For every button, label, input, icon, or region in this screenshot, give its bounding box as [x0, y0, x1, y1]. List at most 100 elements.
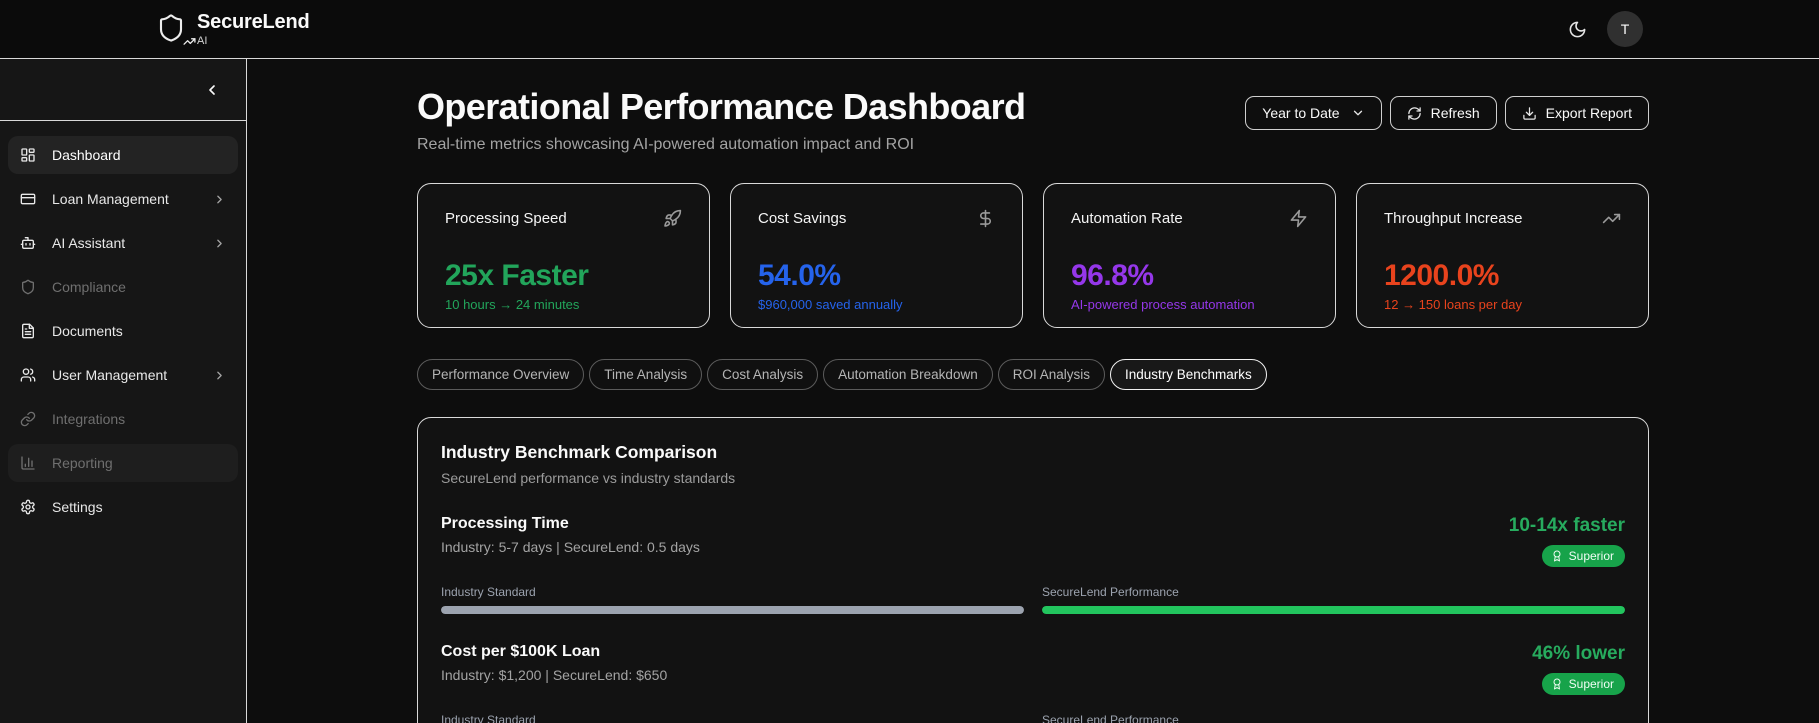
industry-bar-label: Industry Standard — [441, 713, 536, 723]
sidebar-item-dashboard[interactable]: Dashboard — [8, 136, 238, 174]
header-actions: Year to Date Refresh — [1245, 96, 1649, 130]
tab-industry-benchmarks[interactable]: Industry Benchmarks — [1110, 359, 1267, 390]
panel-subtitle: SecureLend performance vs industry stand… — [441, 470, 736, 486]
rocket-icon — [663, 209, 682, 228]
sidebar-item-label: Settings — [52, 499, 103, 515]
trending-up-icon — [1602, 209, 1621, 228]
card-subtext: $960,000 saved annually — [758, 297, 903, 312]
zap-icon — [1289, 209, 1308, 228]
securelend-bar-label: SecureLend Performance — [1042, 713, 1179, 723]
sidebar-collapse-button[interactable] — [200, 78, 224, 102]
brand-subtitle: AI — [197, 34, 208, 47]
sidebar-item-loan-management[interactable]: Loan Management — [8, 180, 238, 218]
user-avatar[interactable]: T — [1607, 11, 1643, 47]
page-title-block: Operational Performance Dashboard Real-t… — [417, 86, 1026, 154]
dollar-sign-icon — [976, 209, 995, 228]
refresh-icon — [1407, 106, 1422, 121]
tab-cost-analysis[interactable]: Cost Analysis — [707, 359, 819, 390]
sidebar-item-label: User Management — [52, 367, 168, 383]
sidebar-item-integrations[interactable]: Integrations — [8, 400, 238, 438]
metric-card-automation-rate: Automation Rate 96.8% AI-powered process… — [1043, 183, 1336, 328]
sidebar-item-label: Reporting — [52, 455, 113, 471]
shield-icon — [20, 279, 36, 295]
industry-bar — [441, 606, 1024, 614]
panel-title: Industry Benchmark Comparison — [441, 442, 718, 462]
page-subtitle: Real-time metrics showcasing AI-powered … — [417, 136, 915, 153]
sidebar-item-label: Loan Management — [52, 191, 169, 207]
theme-toggle-button[interactable] — [1564, 16, 1591, 43]
card-title: Throughput Increase — [1384, 210, 1523, 227]
sidebar-item-label: Compliance — [52, 279, 126, 295]
chevron-right-icon — [213, 193, 226, 206]
sidebar-item-compliance[interactable]: Compliance — [8, 268, 238, 306]
benchmark-row-processing-time: Processing Time Industry: 5-7 days | Sec… — [441, 515, 1625, 614]
benchmark-metric-detail: Industry: $1,200 | SecureLend: $650 — [441, 667, 668, 683]
card-value: 25x Faster — [445, 259, 589, 292]
chevron-right-icon — [213, 369, 226, 382]
sidebar-item-label: Integrations — [52, 411, 126, 427]
badge-label: Superior — [1568, 549, 1614, 563]
card-subtext: AI-powered process automation — [1071, 297, 1255, 312]
benchmark-metric-detail: Industry: 5-7 days | SecureLend: 0.5 day… — [441, 539, 700, 555]
sidebar-item-settings[interactable]: Settings — [8, 488, 238, 526]
metric-card-throughput-increase: Throughput Increase 1200.0% 12 → 150 loa… — [1356, 183, 1649, 328]
export-report-button[interactable]: Export Report — [1504, 96, 1649, 130]
bar-chart-icon — [20, 455, 36, 471]
moon-icon — [1568, 20, 1587, 39]
page-title: Operational Performance Dashboard — [417, 86, 1026, 127]
chevron-left-icon — [204, 82, 220, 98]
sidebar-item-label: Documents — [52, 323, 123, 339]
sidebar-header — [0, 59, 246, 121]
refresh-button[interactable]: Refresh — [1389, 96, 1497, 130]
industry-bar-group: Industry Standard — [441, 713, 1024, 723]
sidebar-item-label: AI Assistant — [52, 235, 126, 251]
sidebar-item-ai-assistant[interactable]: AI Assistant — [8, 224, 238, 262]
securelend-bar-group: SecureLend Performance — [1042, 713, 1625, 723]
securelend-bar-group: SecureLend Performance — [1042, 585, 1625, 614]
brand-name: SecureLend — [197, 10, 310, 33]
card-value: 54.0% — [758, 259, 841, 292]
chevron-down-icon — [1351, 106, 1365, 120]
file-text-icon — [20, 323, 36, 339]
period-select[interactable]: Year to Date — [1245, 96, 1382, 130]
tab-automation-breakdown[interactable]: Automation Breakdown — [823, 359, 993, 390]
period-select-value: Year to Date — [1262, 105, 1340, 121]
tab-time-analysis[interactable]: Time Analysis — [589, 359, 703, 390]
users-icon — [20, 367, 36, 383]
card-title: Automation Rate — [1071, 210, 1183, 227]
shield-logo-icon — [156, 12, 196, 46]
card-title: Processing Speed — [445, 210, 567, 227]
brand: SecureLend AI — [156, 10, 310, 47]
securelend-bar-label: SecureLend Performance — [1042, 585, 1179, 599]
tab-performance-overview[interactable]: Performance Overview — [417, 359, 585, 390]
dashboard-grid-icon — [20, 147, 36, 163]
metric-card-processing-speed: Processing Speed 25x Faster 10 hours → 2… — [417, 183, 710, 328]
main-content: Operational Performance Dashboard Real-t… — [247, 59, 1819, 723]
sidebar-item-user-management[interactable]: User Management — [8, 356, 238, 394]
superior-badge: Superior — [1541, 673, 1625, 695]
credit-card-icon — [20, 191, 36, 207]
benchmark-metric-name: Processing Time — [441, 515, 569, 532]
sidebar-item-label: Dashboard — [52, 147, 121, 163]
analysis-tabs: Performance Overview Time Analysis Cost … — [417, 359, 1649, 390]
metric-cards: Processing Speed 25x Faster 10 hours → 2… — [417, 183, 1649, 328]
sidebar-item-documents[interactable]: Documents — [8, 312, 238, 350]
card-value: 96.8% — [1071, 259, 1154, 292]
benchmark-improvement: 46% lower — [1532, 643, 1625, 664]
top-navbar: SecureLend AI T — [0, 0, 1819, 59]
card-value: 1200.0% — [1384, 259, 1499, 292]
tab-roi-analysis[interactable]: ROI Analysis — [997, 359, 1105, 390]
sidebar-item-reporting[interactable]: Reporting — [8, 444, 238, 482]
benchmark-row-cost-per-loan: Cost per $100K Loan Industry: $1,200 | S… — [441, 643, 1625, 723]
card-subtext: 10 hours → 24 minutes — [445, 297, 580, 312]
award-icon — [1551, 550, 1563, 562]
card-title: Cost Savings — [758, 210, 847, 227]
card-subtext: 12 → 150 loans per day — [1384, 297, 1523, 312]
download-icon — [1522, 106, 1537, 121]
industry-bar-group: Industry Standard — [441, 585, 1024, 614]
avatar-initial: T — [1620, 21, 1630, 37]
link-icon — [20, 411, 36, 427]
gear-icon — [20, 499, 36, 515]
export-report-label: Export Report — [1545, 105, 1632, 121]
chevron-right-icon — [213, 237, 226, 250]
